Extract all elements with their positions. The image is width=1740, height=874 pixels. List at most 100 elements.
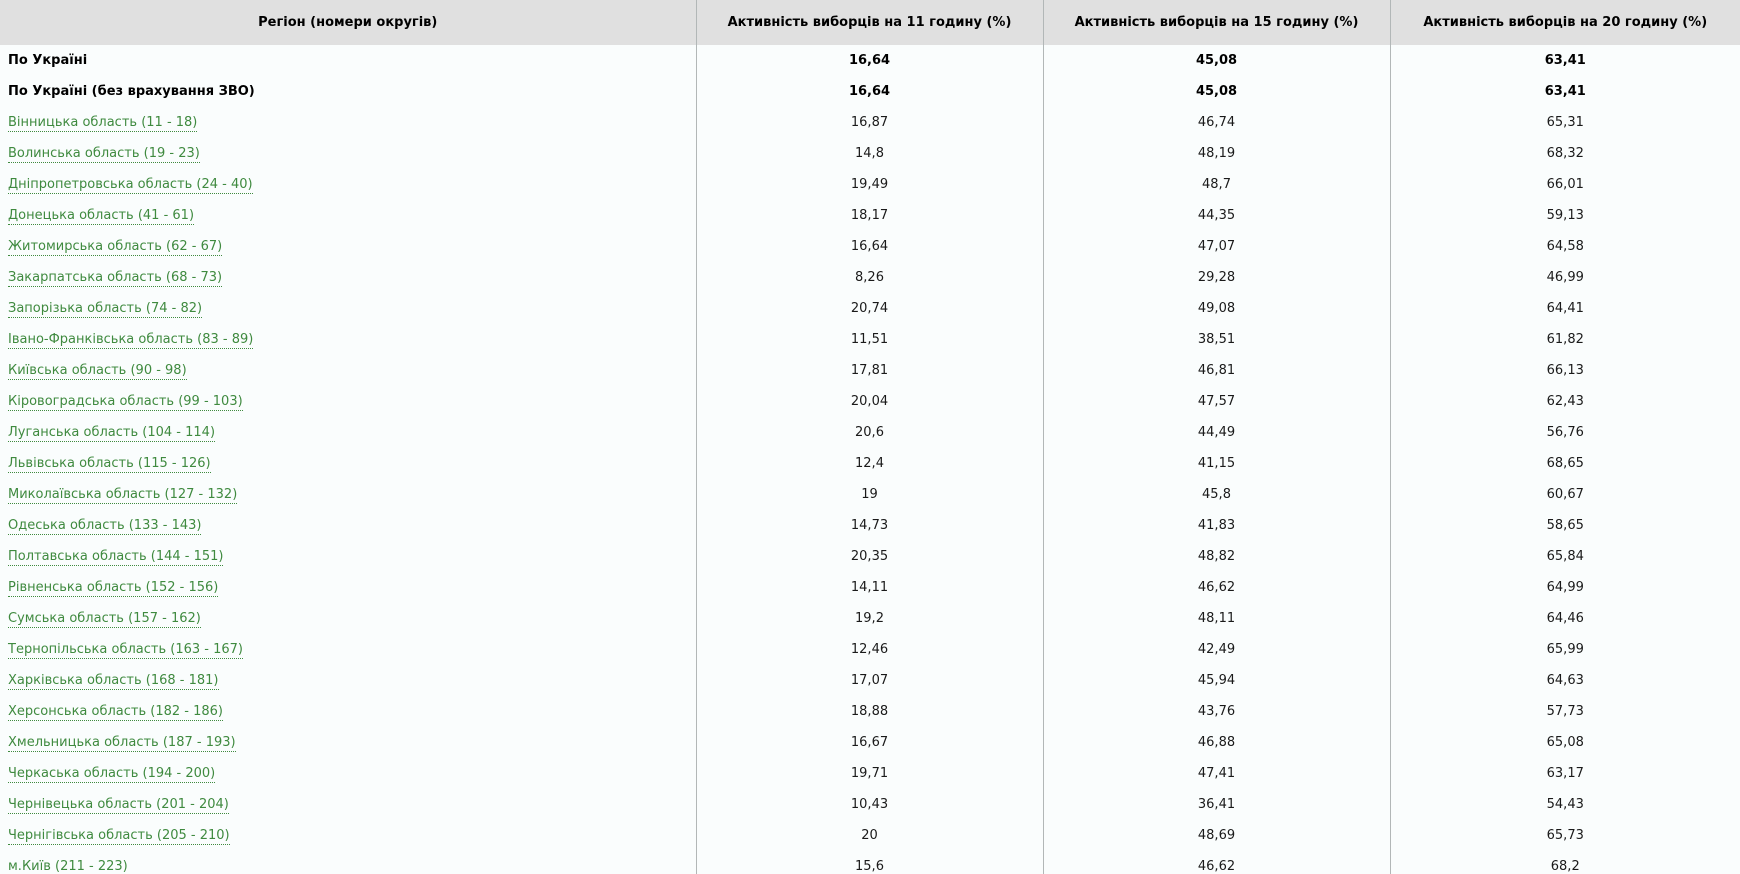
region-link[interactable]: Сумська область (157 - 162) (8, 611, 201, 628)
turnout-20-cell: 63,41 (1389, 45, 1740, 76)
region-link[interactable]: Полтавська область (144 - 151) (8, 549, 224, 566)
region-cell: Полтавська область (144 - 151) (0, 541, 696, 572)
table-row: Тернопільська область (163 - 167) 12,46 42… (0, 634, 1740, 665)
region-link[interactable]: Івано-Франківська область (83 - 89) (8, 332, 254, 349)
table-row: Рівненська область (152 - 156) 14,11 46,62… (0, 572, 1740, 603)
turnout-20-cell: 68,32 (1389, 138, 1740, 169)
table-row: Закарпатська область (68 - 73) 8,26 29,28 4… (0, 262, 1740, 293)
region-link[interactable]: Луганська область (104 - 114) (8, 425, 216, 442)
table-row: Запорізька область (74 - 82) 20,74 49,08 64… (0, 293, 1740, 324)
turnout-11-cell: 20 (695, 820, 1043, 851)
region-link[interactable]: Волинська область (19 - 23) (8, 146, 200, 163)
turnout-11-cell: 15,6 (695, 851, 1043, 874)
table-row: Хмельницька область (187 - 193) 16,67 46,8… (0, 727, 1740, 758)
region-cell: Рівненська область (152 - 156) (0, 572, 696, 603)
turnout-15-cell: 46,81 (1042, 355, 1390, 386)
table-row: Сумська область (157 - 162) 19,2 48,11 64,4… (0, 603, 1740, 634)
region-link[interactable]: Київська область (90 - 98) (8, 363, 187, 380)
region-label: По Україні (8, 53, 88, 68)
turnout-11-cell: 8,26 (695, 262, 1043, 293)
turnout-20-cell: 63,41 (1389, 76, 1740, 107)
table-row: Волинська область (19 - 23) 14,8 48,19 68,3… (0, 138, 1740, 169)
region-cell: Чернівецька область (201 - 204) (0, 789, 696, 820)
header-turnout-11: Активність виборців на 11 годину (%) (695, 0, 1043, 45)
turnout-20-cell: 64,41 (1389, 293, 1740, 324)
region-cell: Закарпатська область (68 - 73) (0, 262, 696, 293)
table-row: По Україні 16,64 45,08 63,41 (0, 45, 1740, 76)
table-row: Вінницька область (11 - 18) 16,87 46,74 65,… (0, 107, 1740, 138)
turnout-11-cell: 16,64 (695, 76, 1043, 107)
region-link[interactable]: Житомирська область (62 - 67) (8, 239, 223, 256)
region-link[interactable]: Дніпропетровська область (24 - 40) (8, 177, 253, 194)
turnout-15-cell: 29,28 (1042, 262, 1390, 293)
turnout-20-cell: 64,58 (1389, 231, 1740, 262)
region-link[interactable]: Черкаська область (194 - 200) (8, 766, 216, 783)
region-link[interactable]: Львівська область (115 - 126) (8, 456, 211, 473)
region-link[interactable]: Вінницька область (11 - 18) (8, 115, 198, 132)
region-cell: По Україні (без врахування ЗВО) (0, 76, 696, 107)
turnout-20-cell: 66,01 (1389, 169, 1740, 200)
table-row: Дніпропетровська область (24 - 40) 19,49 4… (0, 169, 1740, 200)
region-link[interactable]: Харківська область (168 - 181) (8, 673, 219, 690)
turnout-20-cell: 54,43 (1389, 789, 1740, 820)
table-row: По Україні (без врахування ЗВО) 16,64 45,0… (0, 76, 1740, 107)
region-link[interactable]: Миколаївська область (127 - 132) (8, 487, 238, 504)
region-cell: Херсонська область (182 - 186) (0, 696, 696, 727)
turnout-15-cell: 45,94 (1042, 665, 1390, 696)
turnout-11-cell: 20,6 (695, 417, 1043, 448)
turnout-20-cell: 60,67 (1389, 479, 1740, 510)
table-row: Черкаська область (194 - 200) 19,71 47,41 6… (0, 758, 1740, 789)
table-row: Одеська область (133 - 143) 14,73 41,83 58,… (0, 510, 1740, 541)
table-row: Луганська область (104 - 114) 20,6 44,49 56… (0, 417, 1740, 448)
region-cell: Луганська область (104 - 114) (0, 417, 696, 448)
turnout-11-cell: 14,11 (695, 572, 1043, 603)
turnout-15-cell: 41,15 (1042, 448, 1390, 479)
region-link[interactable]: Донецька область (41 - 61) (8, 208, 195, 225)
region-cell: По Україні (0, 45, 696, 76)
turnout-15-cell: 46,62 (1042, 572, 1390, 603)
region-link[interactable]: Хмельницька область (187 - 193) (8, 735, 236, 752)
table-row: м.Київ (211 - 223) 15,6 46,62 68,2 (0, 851, 1740, 874)
region-label: По Україні (без врахування ЗВО) (8, 84, 255, 99)
turnout-15-cell: 45,8 (1042, 479, 1390, 510)
region-link[interactable]: Одеська область (133 - 143) (8, 518, 202, 535)
turnout-15-cell: 44,35 (1042, 200, 1390, 231)
region-link[interactable]: Рівненська область (152 - 156) (8, 580, 219, 597)
region-cell: Черкаська область (194 - 200) (0, 758, 696, 789)
region-cell: Тернопільська область (163 - 167) (0, 634, 696, 665)
region-link[interactable]: Закарпатська область (68 - 73) (8, 270, 223, 287)
turnout-20-cell: 66,13 (1389, 355, 1740, 386)
region-cell: м.Київ (211 - 223) (0, 851, 696, 874)
turnout-11-cell: 19,2 (695, 603, 1043, 634)
header-row: Регіон (номери округів) Активність вибор… (0, 0, 1740, 45)
region-link[interactable]: Чернівецька область (201 - 204) (8, 797, 229, 814)
region-link[interactable]: м.Київ (211 - 223) (8, 859, 128, 874)
region-link[interactable]: Кіровоградська область (99 - 103) (8, 394, 243, 411)
table-row: Полтавська область (144 - 151) 20,35 48,82… (0, 541, 1740, 572)
turnout-15-cell: 44,49 (1042, 417, 1390, 448)
region-cell: Кіровоградська область (99 - 103) (0, 386, 696, 417)
turnout-20-cell: 68,65 (1389, 448, 1740, 479)
table-row: Кіровоградська область (99 - 103) 20,04 47… (0, 386, 1740, 417)
region-link[interactable]: Тернопільська область (163 - 167) (8, 642, 243, 659)
region-cell: Сумська область (157 - 162) (0, 603, 696, 634)
turnout-11-cell: 10,43 (695, 789, 1043, 820)
turnout-15-cell: 48,69 (1042, 820, 1390, 851)
turnout-11-cell: 18,17 (695, 200, 1043, 231)
table-row: Львівська область (115 - 126) 12,4 41,15 68… (0, 448, 1740, 479)
region-link[interactable]: Запорізька область (74 - 82) (8, 301, 203, 318)
turnout-15-cell: 46,88 (1042, 727, 1390, 758)
turnout-20-cell: 65,84 (1389, 541, 1740, 572)
region-cell: Миколаївська область (127 - 132) (0, 479, 696, 510)
turnout-15-cell: 46,74 (1042, 107, 1390, 138)
turnout-15-cell: 47,41 (1042, 758, 1390, 789)
turnout-15-cell: 47,57 (1042, 386, 1390, 417)
turnout-11-cell: 17,81 (695, 355, 1043, 386)
turnout-11-cell: 20,74 (695, 293, 1043, 324)
region-link[interactable]: Чернігівська область (205 - 210) (8, 828, 230, 845)
region-link[interactable]: Херсонська область (182 - 186) (8, 704, 224, 721)
table-row: Херсонська область (182 - 186) 18,88 43,76… (0, 696, 1740, 727)
turnout-11-cell: 18,88 (695, 696, 1043, 727)
table-header: Регіон (номери округів) Активність вибор… (0, 0, 1740, 45)
